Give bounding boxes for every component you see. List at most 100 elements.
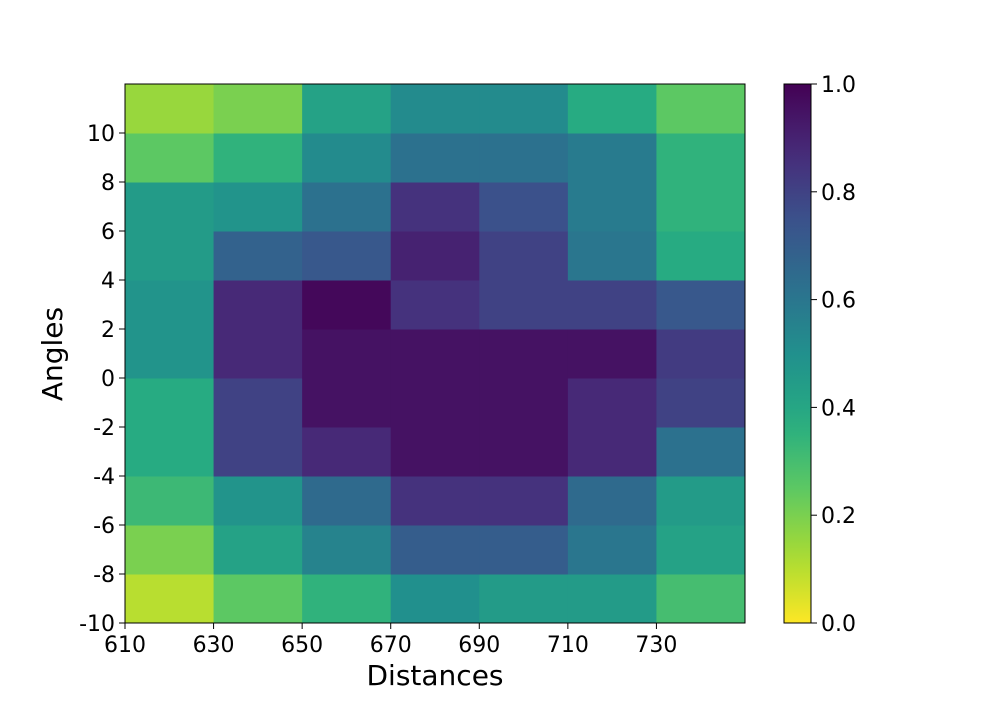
heatmap-cell: [213, 525, 303, 575]
heatmap-cell: [479, 133, 569, 183]
x-tick-label: 610: [104, 633, 146, 658]
heatmap-cell: [302, 231, 392, 281]
heatmap-cell: [479, 574, 569, 624]
y-tick-label: -4: [93, 465, 115, 490]
heatmap-cell: [302, 182, 392, 232]
heatmap-cell: [125, 574, 215, 624]
heatmap-cell: [213, 182, 303, 232]
heatmap-cell: [567, 329, 657, 379]
heatmap-cell: [390, 427, 480, 477]
heatmap-cell: [656, 231, 746, 281]
heatmap-cell: [125, 231, 215, 281]
heatmap-cell: [567, 525, 657, 575]
heatmap-cell: [302, 427, 392, 477]
x-tick-label: 710: [547, 633, 589, 658]
heatmap-cell: [479, 378, 569, 428]
heatmap-cell: [125, 427, 215, 477]
heatmap-cell: [479, 525, 569, 575]
heatmap-cell: [479, 182, 569, 232]
heatmap-cell: [125, 84, 215, 134]
heatmap-cell: [302, 574, 392, 624]
heatmap-cell: [567, 476, 657, 526]
y-tick-label: -2: [93, 416, 115, 441]
heatmap-cell: [125, 280, 215, 330]
x-tick-label: 730: [635, 633, 677, 658]
x-axis: 610 630 650 670 690 710 730: [104, 623, 677, 658]
heatmap-cells: [125, 84, 746, 624]
x-tick-label: 650: [281, 633, 323, 658]
heatmap-cell: [479, 280, 569, 330]
heatmap-cell: [302, 378, 392, 428]
heatmap-cell: [567, 182, 657, 232]
heatmap-cell: [213, 133, 303, 183]
y-tick-label: 6: [101, 220, 115, 245]
heatmap-cell: [567, 427, 657, 477]
heatmap-cell: [567, 133, 657, 183]
heatmap-cell: [567, 378, 657, 428]
heatmap-cell: [390, 574, 480, 624]
colorbar-tick-label: 0.8: [821, 181, 856, 206]
heatmap-cell: [656, 329, 746, 379]
heatmap-cell: [302, 280, 392, 330]
y-tick-label: -8: [93, 563, 115, 588]
heatmap-cell: [656, 525, 746, 575]
heatmap-cell: [213, 476, 303, 526]
heatmap-cell: [479, 329, 569, 379]
plot-frame: [124, 83, 746, 624]
colorbar-tick-label: 1.0: [821, 73, 856, 98]
heatmap-cell: [125, 476, 215, 526]
x-tick-label: 630: [193, 633, 235, 658]
heatmap-cell: [479, 231, 569, 281]
colorbar-tick-label: 0.2: [821, 504, 856, 529]
heatmap-cell: [390, 84, 480, 134]
heatmap-cell: [125, 525, 215, 575]
y-tick-label: 10: [87, 122, 115, 147]
heatmap-cell: [656, 133, 746, 183]
colorbar-axis: 0.0 0.2 0.4 0.6 0.8 1.0: [811, 73, 856, 637]
heatmap-cell: [656, 84, 746, 134]
colorbar-tick-label: 0.6: [821, 289, 856, 314]
heatmap-cell: [390, 329, 480, 379]
heatmap-cell: [567, 574, 657, 624]
heatmap-cell: [213, 84, 303, 134]
heatmap-cell: [479, 84, 569, 134]
x-tick-label: 670: [370, 633, 412, 658]
heatmap-cell: [390, 133, 480, 183]
heatmap-cell: [567, 231, 657, 281]
heatmap-cell: [213, 280, 303, 330]
heatmap-cell: [390, 476, 480, 526]
heatmap-cell: [567, 84, 657, 134]
heatmap-cell: [302, 84, 392, 134]
heatmap-cell: [125, 182, 215, 232]
colorbar-tick-label: 0.4: [821, 396, 856, 421]
colorbar-tick-label: 0.0: [821, 612, 856, 637]
heatmap-cell: [302, 525, 392, 575]
heatmap-cell: [656, 182, 746, 232]
heatmap-cell: [479, 427, 569, 477]
heatmap-cell: [390, 525, 480, 575]
heatmap-cell: [302, 476, 392, 526]
x-tick-label: 690: [458, 633, 500, 658]
heatmap-cell: [213, 427, 303, 477]
heatmap-cell: [656, 280, 746, 330]
heatmap-cell: [125, 329, 215, 379]
heatmap-cell: [125, 133, 215, 183]
heatmap-cell: [213, 329, 303, 379]
y-tick-label: -6: [93, 514, 115, 539]
y-tick-label: -10: [79, 612, 115, 637]
heatmap-cell: [213, 574, 303, 624]
heatmap-cell: [390, 231, 480, 281]
heatmap-cell: [656, 378, 746, 428]
heatmap-cell: [125, 378, 215, 428]
heatmap-cell: [656, 476, 746, 526]
heatmap-cell: [656, 574, 746, 624]
y-tick-label: 4: [101, 269, 115, 294]
heatmap-cell: [213, 378, 303, 428]
y-axis: -10 -8 -6 -4 -2 0 2 4 6 8 10: [79, 122, 125, 637]
heatmap-cell: [656, 427, 746, 477]
y-tick-label: 0: [101, 367, 115, 392]
heatmap-cell: [213, 231, 303, 281]
heatmap-cell: [302, 133, 392, 183]
